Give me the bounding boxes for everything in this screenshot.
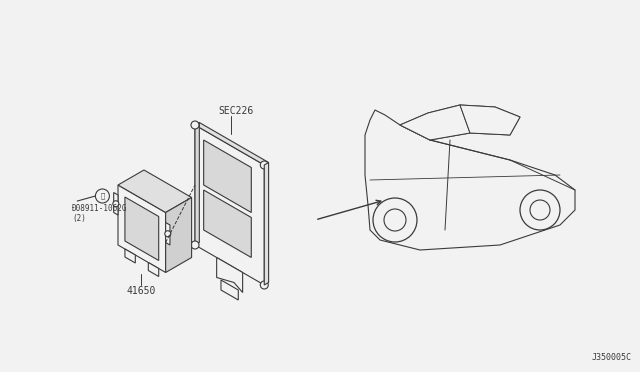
Polygon shape	[125, 197, 159, 260]
Polygon shape	[221, 280, 238, 300]
Circle shape	[520, 190, 560, 230]
Polygon shape	[166, 222, 170, 245]
Polygon shape	[195, 122, 199, 245]
Polygon shape	[118, 185, 166, 273]
Polygon shape	[204, 140, 252, 212]
Circle shape	[384, 209, 406, 231]
Polygon shape	[195, 125, 264, 285]
Polygon shape	[204, 190, 252, 257]
PathPatch shape	[400, 105, 470, 140]
PathPatch shape	[460, 105, 520, 135]
Polygon shape	[114, 192, 118, 215]
Circle shape	[191, 241, 199, 249]
Polygon shape	[166, 198, 191, 273]
Circle shape	[530, 200, 550, 220]
Polygon shape	[118, 170, 191, 212]
Circle shape	[373, 198, 417, 242]
Text: Ⓝ: Ⓝ	[100, 193, 104, 199]
Polygon shape	[148, 263, 159, 276]
PathPatch shape	[400, 105, 520, 140]
Text: 41650: 41650	[127, 286, 156, 296]
Polygon shape	[195, 122, 269, 165]
Text: Ð08911-1062G
(2): Ð08911-1062G (2)	[72, 204, 128, 224]
Circle shape	[191, 121, 199, 129]
Circle shape	[113, 201, 119, 207]
Circle shape	[95, 189, 109, 203]
PathPatch shape	[365, 110, 575, 250]
Text: SEC226: SEC226	[219, 106, 254, 116]
Polygon shape	[217, 257, 243, 292]
Circle shape	[260, 281, 268, 289]
Circle shape	[260, 161, 268, 169]
Text: J350005C: J350005C	[592, 353, 632, 362]
Circle shape	[164, 231, 171, 237]
Polygon shape	[125, 249, 135, 263]
Polygon shape	[264, 163, 269, 285]
